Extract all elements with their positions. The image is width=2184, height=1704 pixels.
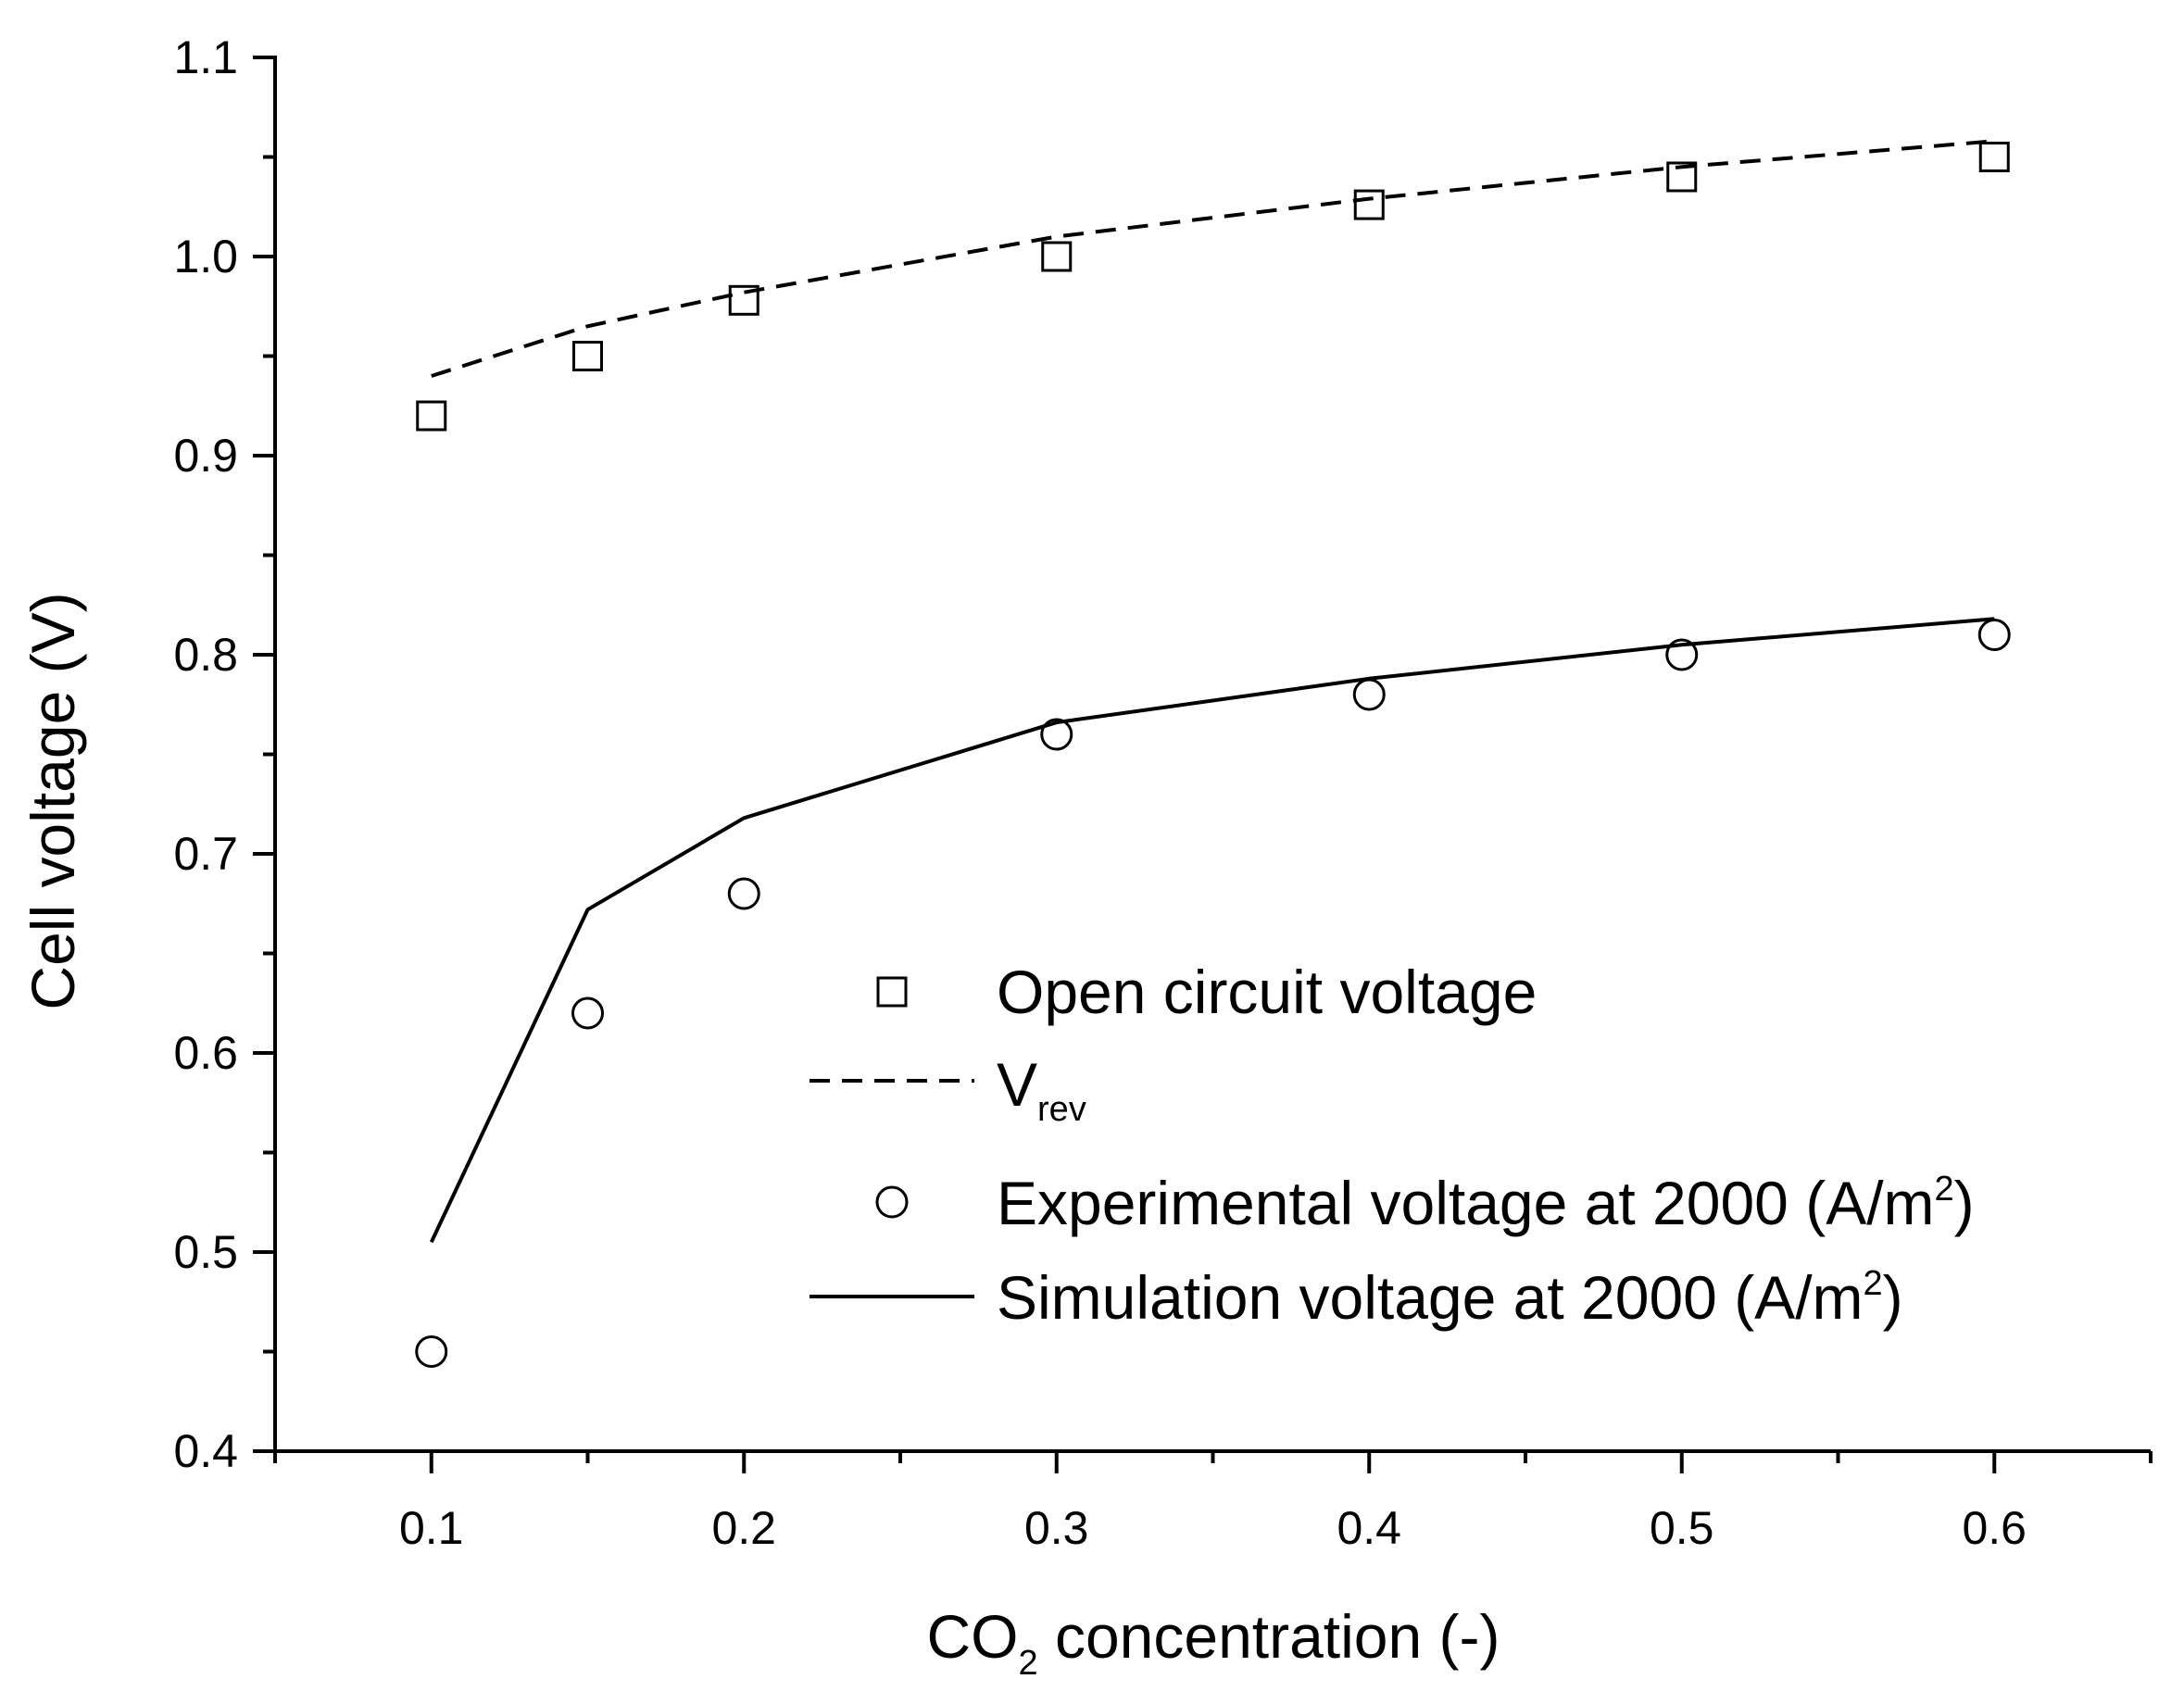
- experimental-circle-marker: [1352, 678, 1386, 711]
- axes: [273, 56, 2151, 1453]
- legend-label-experimental-end: ): [1954, 1169, 1975, 1237]
- series-line-simulation: [429, 617, 1995, 1244]
- ticks: 0.4 0.5 0.6 0.7 0.8 0.9 1.0 1.1 0.1 0.2 0.3 0.4 0.5 0…: [173, 31, 2153, 1554]
- series-layer: [415, 139, 2011, 1368]
- legend: Open circuit voltage Vrev Experimental v…: [810, 958, 1975, 1332]
- x-tick-label: 0.4: [1337, 1502, 1401, 1554]
- ocv-square-marker: [1666, 161, 1698, 193]
- y-tick-label: 0.9: [173, 430, 238, 482]
- legend-label-open-circuit: Open circuit voltage: [997, 958, 1537, 1026]
- x-axis-title-prefix: CO: [926, 1602, 1018, 1671]
- x-tick-label: 0.3: [1024, 1502, 1089, 1554]
- ocv-square-marker: [728, 284, 759, 316]
- x-tick-label: 0.2: [711, 1502, 776, 1554]
- y-tick-label: 1.0: [173, 231, 238, 282]
- experimental-circle-marker: [1040, 718, 1073, 751]
- ocv-square-marker: [572, 341, 603, 371]
- y-tick-label: 0.4: [173, 1425, 238, 1477]
- legend-label-vrev: Vrev: [997, 1050, 1086, 1129]
- experimental-circle-marker: [727, 877, 760, 910]
- legend-label-vrev-subscript: rev: [1037, 1090, 1086, 1129]
- y-tick-label: 0.5: [173, 1226, 238, 1278]
- legend-marker-experimental: [875, 1185, 909, 1219]
- ocv-square-marker: [1041, 241, 1073, 272]
- x-tick-label: 0.5: [1650, 1502, 1714, 1554]
- ocv-square-marker: [1353, 189, 1385, 220]
- x-tick-label: 0.1: [399, 1502, 464, 1554]
- legend-marker-open-circuit: [876, 976, 908, 1008]
- legend-label-experimental-main: Experimental voltage at 2000 (A/m: [997, 1169, 1935, 1237]
- legend-label-experimental: Experimental voltage at 2000 (A/m2): [997, 1169, 1975, 1237]
- ocv-square-marker: [1978, 142, 2010, 172]
- series-line-vrev: [431, 139, 1995, 378]
- legend-label-simulation: Simulation voltage at 2000 (A/m2): [997, 1263, 1903, 1332]
- legend-label-experimental-superscript: 2: [1935, 1170, 1954, 1209]
- ocv-square-marker: [416, 400, 447, 432]
- x-axis-title-subscript: 2: [1018, 1644, 1037, 1683]
- x-tick-label: 0.6: [1962, 1502, 2027, 1554]
- y-tick-label: 1.1: [173, 31, 238, 83]
- legend-label-simulation-superscript: 2: [1864, 1264, 1883, 1303]
- legend-label-vrev-main: V: [997, 1050, 1037, 1119]
- y-tick-label: 0.6: [173, 1027, 238, 1079]
- experimental-circle-marker: [415, 1335, 448, 1368]
- experimental-circle-marker: [571, 996, 604, 1030]
- y-tick-label: 0.8: [173, 629, 238, 681]
- experimental-circle-marker: [1665, 638, 1699, 671]
- legend-label-simulation-end: ): [1883, 1263, 1903, 1332]
- legend-label-simulation-main: Simulation voltage at 2000 (A/m: [997, 1263, 1864, 1332]
- x-axis-title-suffix: concentration (-): [1038, 1602, 1500, 1671]
- y-tick-label: 0.7: [173, 828, 238, 880]
- experimental-circle-marker: [1977, 619, 2011, 651]
- y-axis-title: Cell voltage (V): [19, 592, 87, 1009]
- x-axis-title: CO2 concentration (-): [926, 1602, 1500, 1683]
